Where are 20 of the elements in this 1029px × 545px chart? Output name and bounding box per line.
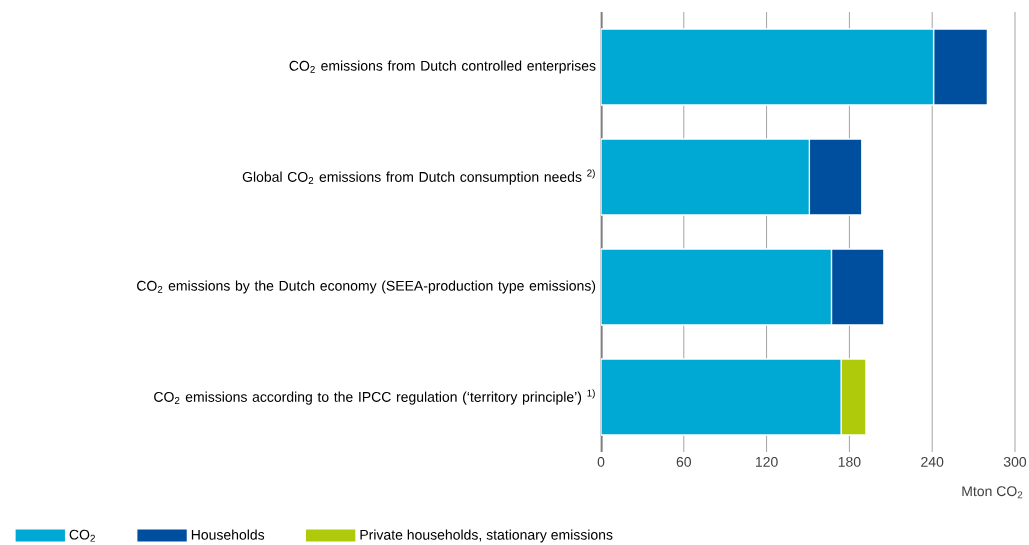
bar [601, 138, 811, 216]
y-tick-label: CO$_{2}$ emissions from Dutch controlled enterprises [289, 60, 596, 74]
y-tick-label: Global CO$_{2}$ emissions from Dutch consumption needs $^{2)}$ [242, 169, 595, 185]
legend-label: CO$_{2}$ [69, 529, 95, 542]
bar [601, 28, 935, 106]
x-tick-label: 300 [1003, 456, 1027, 467]
x-tick-label: 60 [676, 456, 692, 467]
bar [601, 358, 842, 436]
y-tick-label: CO$_{2}$ emissions by the Dutch economy (SEEA-production type emissions) [137, 280, 596, 294]
legend-label: Households [191, 529, 265, 540]
x-tick-label: 120 [755, 456, 778, 467]
x-axis-title: Mton CO$_{2}$ [962, 486, 1023, 499]
y-tick-label: CO$_{2}$ emissions according to the IPCC regulation (‘territory principle’) $^{1)}$ [154, 389, 595, 405]
x-tick-label: 0 [597, 456, 605, 467]
bar [601, 248, 833, 326]
legend-label: Private households, stationary emissions [360, 529, 613, 543]
bar [808, 138, 863, 216]
x-tick-label: 180 [838, 456, 861, 467]
x-tick-label: 240 [921, 456, 944, 467]
bar [830, 248, 885, 326]
